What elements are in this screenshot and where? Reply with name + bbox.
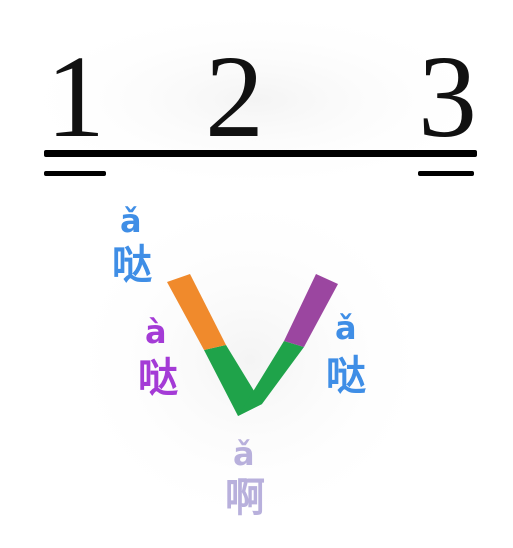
underline-right	[418, 171, 474, 176]
fraction-rule	[44, 150, 477, 157]
number-two: 2	[205, 31, 264, 162]
label-second-hanzi: 哒	[138, 355, 178, 401]
number-one: 1	[46, 31, 105, 162]
label-first-pinyin: ǎ	[120, 202, 142, 240]
label-first-hanzi: 哒	[112, 242, 152, 288]
label-third-hanzi: 哒	[326, 353, 366, 399]
label-bottom-pinyin: ǎ	[233, 435, 255, 473]
label-third-pinyin: ǎ	[335, 309, 357, 347]
v-right-purple-segment	[284, 274, 338, 347]
label-bottom-hanzi: 啊	[225, 475, 265, 521]
v-right-green-stroke	[238, 341, 304, 416]
underline-left	[44, 171, 106, 176]
v-left-orange-segment	[167, 274, 226, 350]
label-second-pinyin: à	[145, 313, 167, 351]
v-left-green-stroke	[204, 345, 262, 416]
number-three: 3	[418, 31, 477, 162]
